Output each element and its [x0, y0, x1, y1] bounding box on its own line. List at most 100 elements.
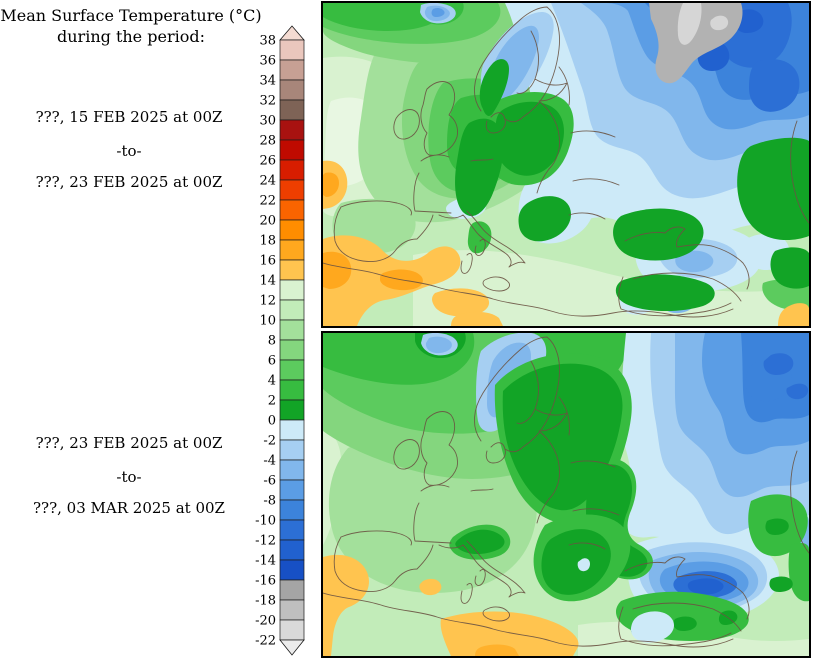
colorbar-cell: [279, 399, 305, 421]
colorbar-cell: [279, 259, 305, 281]
period-2-separator: -to-: [116, 468, 142, 486]
colorbar-tick-label: -6: [263, 474, 276, 489]
temperature-region: [518, 196, 571, 242]
temperature-region: [687, 578, 724, 595]
temperature-region: [455, 118, 504, 217]
title-line-2: during the period:: [57, 27, 205, 46]
colorbar-cell: [279, 539, 305, 561]
colorbar-cell: [279, 559, 305, 581]
period-2-start: ???, 23 FEB 2025 at 00Z: [35, 434, 223, 452]
colorbar-cell: [279, 339, 305, 361]
country-borders: [323, 6, 809, 318]
colorbar-cell: [279, 59, 305, 81]
colorbar-tick-label: 24: [259, 174, 276, 189]
period-1-end: ???, 23 FEB 2025 at 00Z: [35, 173, 223, 191]
temperature-region: [677, 3, 702, 45]
colorbar-cell: [279, 219, 305, 241]
temperature-region: [615, 274, 715, 312]
temperature-region: [613, 208, 704, 261]
colorbar-cell: [279, 99, 305, 121]
colorbar-tick-label: -10: [255, 514, 276, 529]
colorbar-cell: [279, 599, 305, 621]
colorbar-tick-label: 2: [268, 394, 276, 409]
colorbar-cell: [279, 459, 305, 481]
colorbar-cell: [279, 239, 305, 261]
colorbar-tick-label: 28: [259, 134, 276, 149]
temperature-region: [419, 578, 442, 596]
temperature-region: [431, 7, 445, 17]
temperature-region: [673, 616, 697, 631]
chart-title: Mean Surface Temperature (°C) during the…: [0, 5, 262, 47]
colorbar-tick-label: 12: [259, 294, 276, 309]
period-2-label: ???, 23 FEB 2025 at 00Z -to- ???, 03 MAR…: [0, 434, 258, 517]
temperature-region: [440, 611, 579, 656]
colorbar-arrow-top: [279, 25, 305, 41]
colorbar-cell: [279, 279, 305, 301]
temperature-region: [541, 529, 611, 595]
temperature-region: [413, 250, 809, 326]
colorbar-cell: [279, 79, 305, 101]
temperature-region: [323, 554, 369, 656]
period-1-separator: -to-: [116, 142, 142, 160]
colorbar-cell: [279, 319, 305, 341]
temperature-region: [577, 558, 590, 572]
temperature-region: [323, 251, 352, 289]
colorbar-tick-label: -8: [263, 494, 276, 509]
colorbar-tick-label: 36: [259, 54, 276, 69]
colorbar-tick-label: -4: [263, 454, 276, 469]
colorbar-cell: [279, 419, 305, 441]
map-period-1: [323, 3, 809, 326]
colorbar-cell: [279, 299, 305, 321]
colorbar-cell: [279, 179, 305, 201]
colorbar-tick-label: -18: [255, 594, 276, 609]
colorbar-cell: [279, 159, 305, 181]
colorbar-cell: [279, 619, 305, 641]
colorbar-cell: [279, 139, 305, 161]
temperature-region: [455, 529, 505, 555]
temperature-region: [769, 576, 793, 592]
colorbar-tick-label: 14: [259, 274, 276, 289]
temperature-region: [432, 288, 490, 317]
temperature-region: [770, 247, 809, 289]
temperature-region: [494, 101, 564, 176]
colorbar-cell: [279, 439, 305, 461]
colorbar-cell: [279, 379, 305, 401]
temperature-region: [323, 172, 339, 197]
temperature-region: [630, 611, 675, 643]
temperature-region: [323, 3, 445, 31]
temperature-region: [786, 383, 809, 400]
colorbar-cell: [279, 479, 305, 501]
colorbar-cell: [279, 359, 305, 381]
colorbar-tick-label: -12: [255, 534, 276, 549]
temperature-region: [451, 311, 503, 326]
temperature-region: [479, 59, 509, 116]
period-1-start: ???, 15 FEB 2025 at 00Z: [35, 108, 223, 126]
country-borders: [323, 336, 809, 648]
colorbar-tick-label: 6: [268, 354, 276, 369]
period-1-label: ???, 15 FEB 2025 at 00Z -to- ???, 23 FEB…: [0, 108, 258, 191]
temperature-region: [425, 336, 452, 354]
map-period-2: [323, 333, 809, 656]
temperature-region: [675, 250, 714, 273]
colorbar-cell: [279, 199, 305, 221]
colorbar-tick-label: 10: [259, 314, 276, 329]
title-line-1: Mean Surface Temperature (°C): [0, 6, 262, 25]
colorbar-tick-label: 4: [268, 374, 276, 389]
colorbar-tick-label: 20: [259, 214, 276, 229]
temperature-region: [710, 15, 729, 31]
colorbar-tick-label: -14: [255, 554, 276, 569]
colorbar-tick-label: 34: [259, 74, 276, 89]
colorbar-tick-label: 38: [259, 34, 276, 49]
colorbar-tick-label: 30: [259, 114, 276, 129]
colorbar-cell: [279, 119, 305, 141]
temperature-region: [763, 353, 794, 375]
temperature-region: [788, 542, 809, 602]
colorbar-tick-label: 32: [259, 94, 276, 109]
colorbar-tick-label: 18: [259, 234, 276, 249]
temperature-region: [765, 518, 789, 535]
colorbar-tick-label: -16: [255, 574, 276, 589]
period-2-end: ???, 03 MAR 2025 at 00Z: [33, 499, 225, 517]
colorbar-tick-label: -22: [255, 634, 276, 649]
map-frame-period-1: [321, 1, 811, 328]
